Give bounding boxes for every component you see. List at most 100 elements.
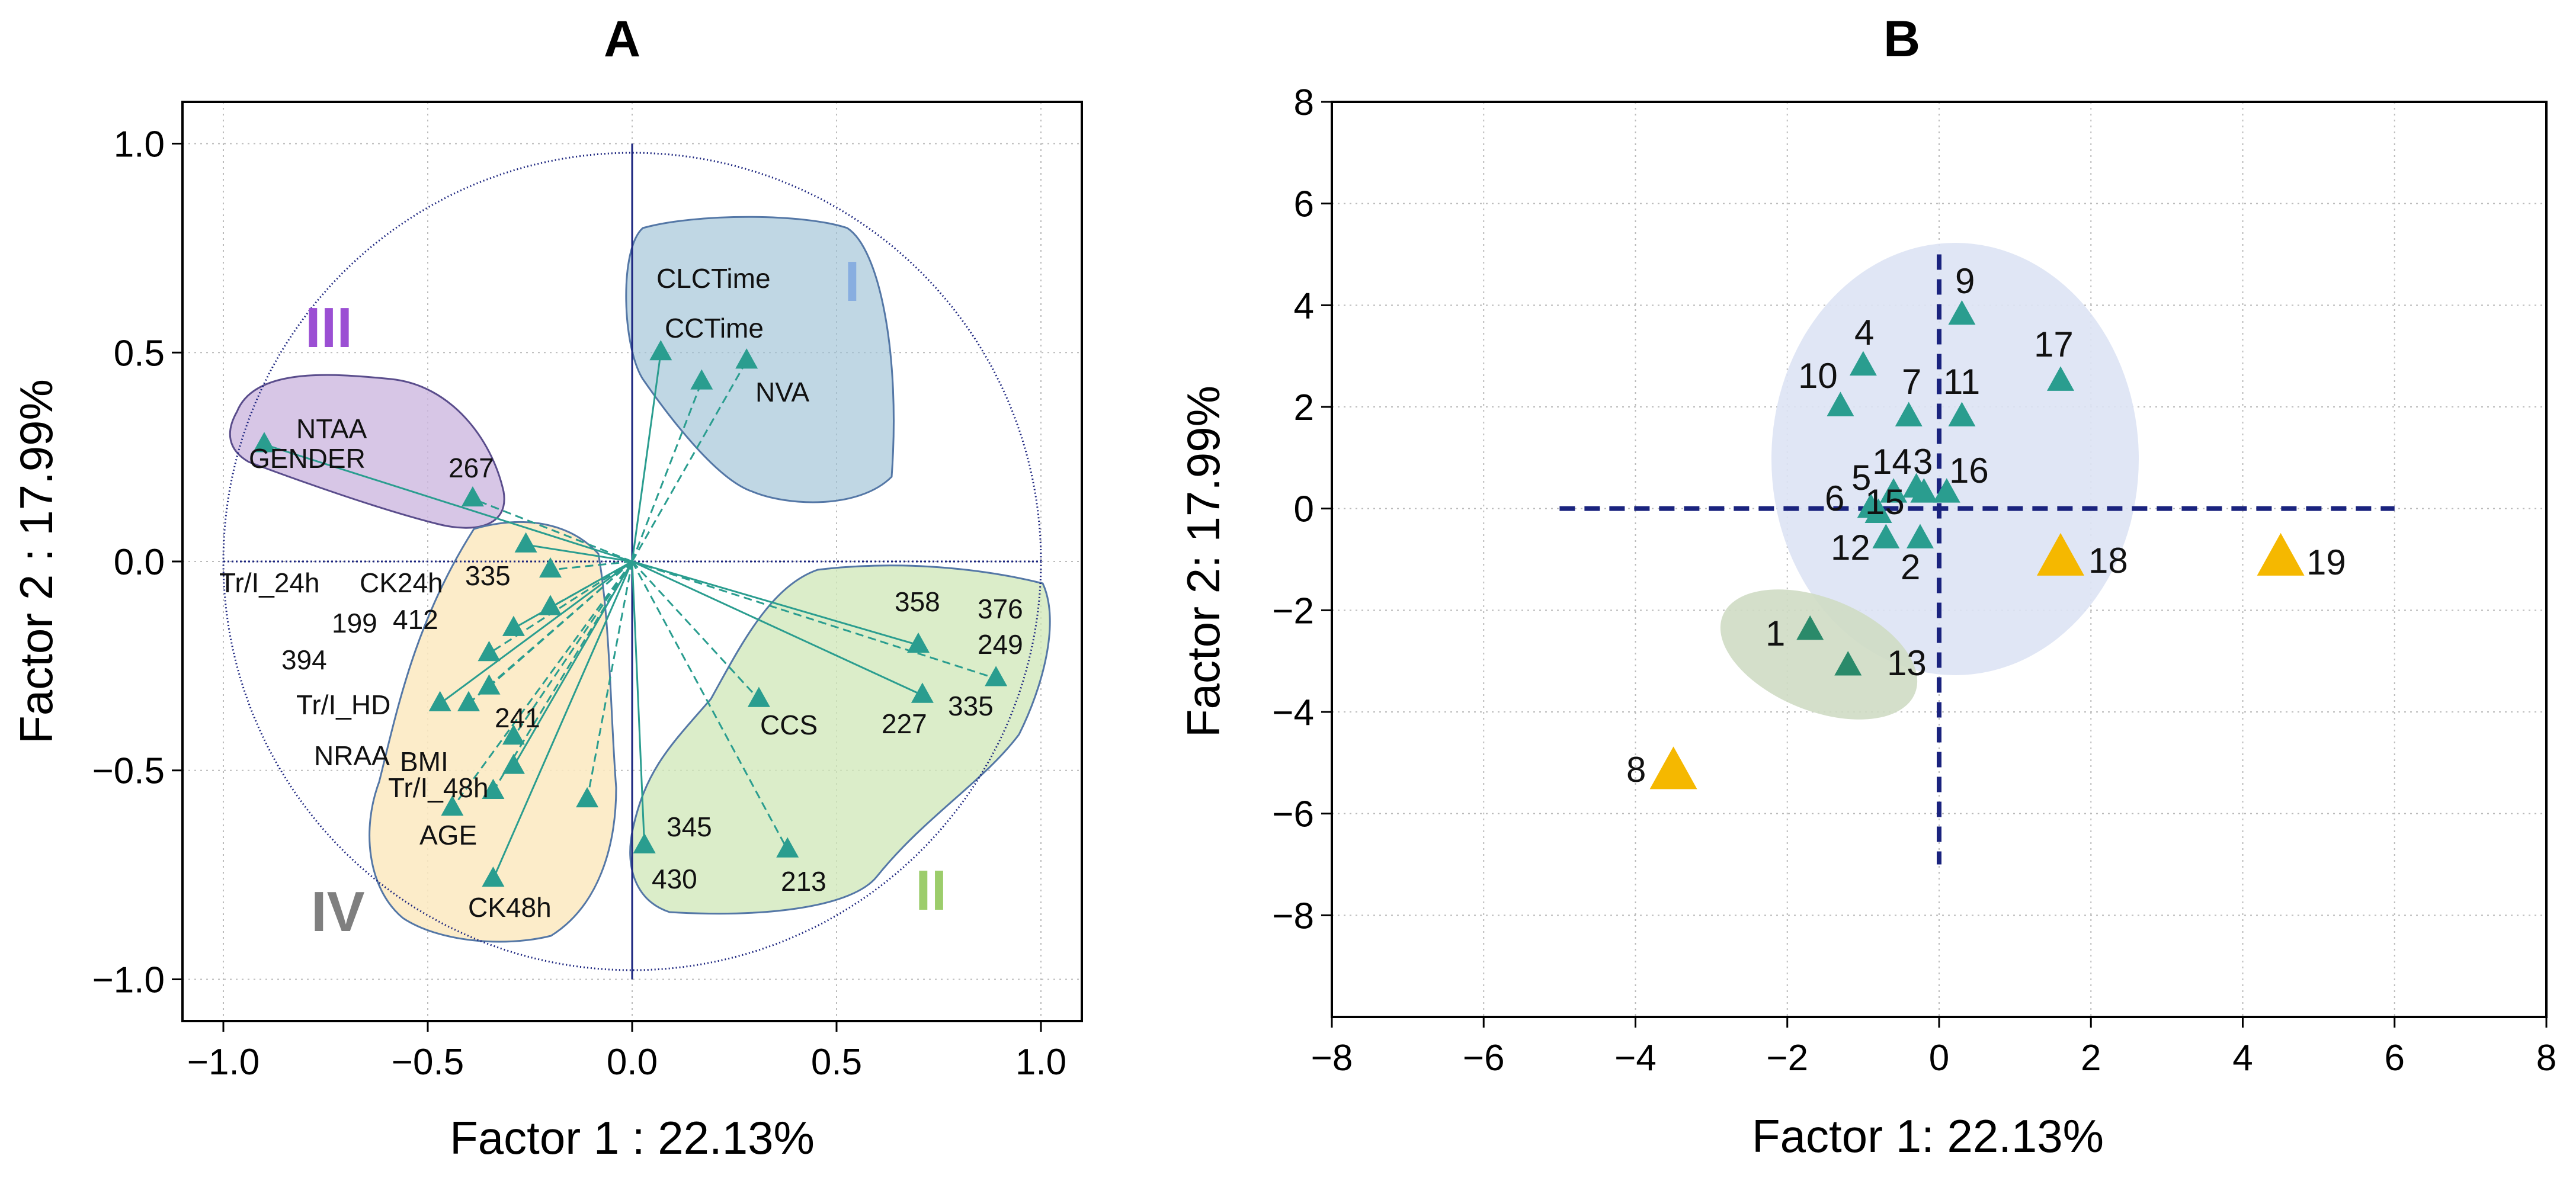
- obs-label-10: 10: [1798, 356, 1838, 396]
- b-xtick-label-0: −8: [1311, 1038, 1353, 1079]
- group-label-ii: II: [915, 859, 947, 922]
- obs-label-14: 14: [1872, 442, 1912, 482]
- loading-point-12: [633, 833, 656, 853]
- loading-vector-3: [264, 444, 633, 563]
- panel-a-ticks: −1.0 −0.5 0.0 0.5 1.0 1.0 0.5 0.0 −0.5 −1.0: [92, 124, 1067, 1083]
- score-point-13: [1906, 524, 1934, 548]
- panel-a-points: [253, 340, 1008, 887]
- obs-label-4: 4: [1854, 313, 1874, 352]
- ytick-label-3: −0.5: [92, 751, 165, 792]
- loading-point-22: [457, 691, 480, 711]
- panel-b-ylabel: Factor 2: 17.99%: [1177, 386, 1229, 737]
- loading-vector-23: [512, 561, 633, 738]
- loading-vector-9: [632, 560, 923, 697]
- score-point-6: [1880, 478, 1908, 503]
- panel-a-ylabel: Factor 2 : 17.99%: [10, 379, 62, 744]
- score-point-16: [1649, 746, 1697, 790]
- panel-b-ticks: −8 −6 −4 −2 0 2 4 6 8 8 6 4 2 0 −2 −4 −6 −8: [1272, 82, 2556, 1079]
- label-cctime: CCTime: [665, 313, 764, 344]
- score-point-4: [1895, 402, 1923, 426]
- obs-label-8: 8: [1626, 750, 1646, 790]
- score-point-11: [1864, 498, 1892, 523]
- xtick-label-0: −1.0: [187, 1042, 259, 1083]
- obs-label-2: 2: [1901, 547, 1920, 587]
- loading-point-24: [502, 753, 525, 774]
- b-ytick-label-3: 2: [1294, 387, 1314, 428]
- loading-vector-7: [632, 560, 997, 679]
- panel-b: B 9 4 17 10 7 11 5 14 3 16 6 15 12 2 1 1…: [1177, 11, 2556, 1162]
- loading-point-27: [482, 866, 505, 887]
- label-nva: NVA: [755, 377, 809, 407]
- ytick-label-0: 1.0: [114, 124, 165, 165]
- label-nraa: NRAA: [314, 740, 390, 771]
- label-bmi: BMI: [400, 746, 448, 777]
- cluster-iii: [229, 374, 505, 529]
- loading-point-14: [776, 837, 799, 858]
- loading-point-20: [478, 674, 501, 695]
- loading-point-23: [502, 724, 525, 745]
- panel-b-points: [1649, 300, 2305, 790]
- loading-vector-11: [631, 560, 760, 700]
- loading-point-17: [539, 595, 562, 615]
- b-ytick-label-2: 4: [1294, 285, 1314, 326]
- loading-point-26: [441, 795, 464, 816]
- obs-label-6: 6: [1825, 479, 1844, 518]
- panel-b-reference-lines: [1559, 254, 2395, 865]
- panel-b-labels: 9 4 17 10 7 11 5 14 3 16 6 15 12 2 1 13 …: [1626, 261, 2346, 790]
- loading-vector-18: [513, 560, 633, 630]
- label-ck24h: CK24h: [360, 567, 443, 598]
- label-394: 394: [281, 644, 327, 675]
- loading-vector-1: [631, 381, 703, 562]
- b-ytick-label-8: −8: [1272, 896, 1314, 936]
- score-point-2: [2047, 366, 2074, 391]
- obs-label-1: 1: [1766, 614, 1785, 653]
- b-xtick-label-3: −2: [1766, 1038, 1808, 1079]
- label-ccs: CCS: [760, 710, 818, 740]
- b-xtick-label-5: 2: [2081, 1038, 2101, 1079]
- b-ytick-label-0: 8: [1294, 82, 1314, 123]
- loading-vector-28: [586, 561, 633, 800]
- group-label-iii: III: [305, 296, 353, 360]
- b-ytick-label-4: 0: [1294, 489, 1314, 530]
- loading-point-16: [539, 557, 562, 578]
- loading-vector-5: [472, 498, 633, 563]
- score-point-8: [1910, 478, 1938, 503]
- label-249: 249: [978, 629, 1023, 660]
- label-ntaa: NTAA: [296, 413, 367, 444]
- loading-vector-22: [468, 560, 633, 704]
- obs-label-19: 19: [2306, 543, 2346, 582]
- b-ytick-label-6: −4: [1272, 692, 1314, 733]
- loading-vector-19: [488, 560, 633, 654]
- label-267: 267: [448, 452, 494, 483]
- label-tri-48h: Tr/I_48h: [388, 772, 489, 803]
- group-label-i: I: [844, 250, 860, 313]
- panel-b-xlabel: Factor 1: 22.13%: [1752, 1110, 2104, 1162]
- obs-label-9: 9: [1955, 261, 1975, 301]
- score-point-18: [2257, 532, 2305, 576]
- obs-label-15: 15: [1865, 482, 1905, 522]
- label-430: 430: [652, 864, 697, 894]
- xtick-label-2: 0.0: [607, 1042, 658, 1083]
- label-tri-24h: Tr/I_24h: [219, 567, 320, 598]
- obs-label-16: 16: [1949, 451, 1989, 490]
- score-point-9: [1933, 478, 1960, 503]
- group-label-iv: IV: [311, 880, 365, 943]
- loading-vector-14: [631, 561, 789, 851]
- score-point-14: [1796, 615, 1824, 640]
- loading-point-2: [735, 348, 758, 369]
- label-tri-hd: Tr/I_HD: [296, 689, 390, 720]
- label-335-ii: 335: [948, 691, 994, 721]
- loading-point-19: [478, 640, 501, 662]
- label-412: 412: [393, 604, 438, 635]
- xtick-label-3: 0.5: [811, 1042, 862, 1083]
- cluster-green: [1720, 589, 1918, 720]
- loading-point-9: [911, 682, 934, 703]
- loading-point-1: [690, 369, 713, 390]
- ytick-label-2: 0.0: [114, 542, 165, 583]
- cluster-iv: [369, 521, 617, 943]
- loading-point-11: [747, 686, 770, 707]
- b-xtick-label-8: 8: [2536, 1038, 2556, 1079]
- loading-point-7: [985, 666, 1008, 686]
- label-199: 199: [332, 608, 377, 638]
- loading-vector-27: [492, 561, 633, 880]
